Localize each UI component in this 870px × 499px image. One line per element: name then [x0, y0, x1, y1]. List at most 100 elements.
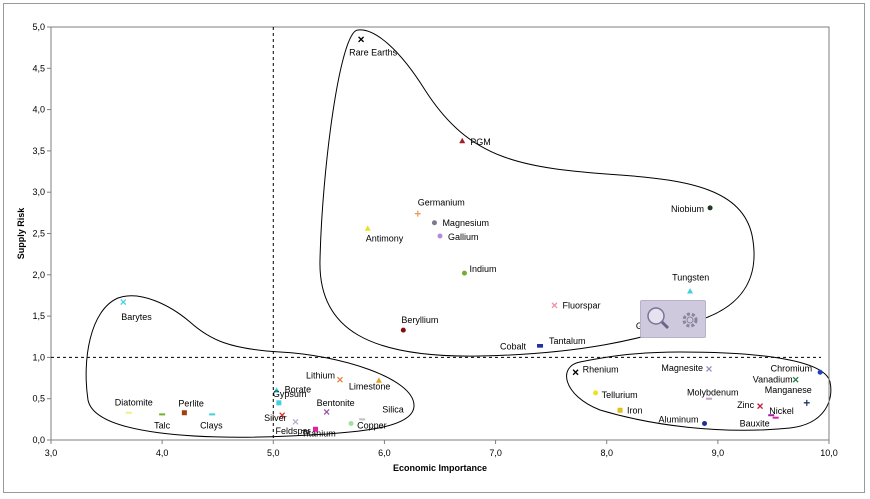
point-copper — [348, 420, 354, 426]
point-vanadium-label: Vanadium — [753, 375, 793, 385]
point-gallium — [437, 233, 443, 239]
point-talc-label: Talc — [154, 420, 171, 430]
point-nickel-label: Nickel — [769, 406, 794, 416]
point-gallium-label: Gallium — [448, 232, 479, 242]
point-germanium — [414, 210, 421, 217]
point-molybdenum-label: Molybdenum — [687, 388, 739, 398]
point-talc — [159, 413, 166, 416]
y-tick-label: 3,0 — [32, 187, 45, 197]
point-indium — [461, 270, 467, 276]
x-tick-label: 9,0 — [712, 448, 725, 458]
x-tick-label: 5,0 — [267, 448, 280, 458]
point-iron-label: Iron — [627, 405, 643, 415]
point-tantalum-label: Tantalum — [549, 336, 586, 346]
point-chromium-label: Chromium — [771, 363, 813, 373]
y-tick-label: 3,5 — [32, 146, 45, 156]
graphics-tool-overlay[interactable] — [640, 300, 706, 338]
x-tick-label: 4,0 — [156, 448, 169, 458]
point-zinc-label: Zinc — [737, 400, 755, 410]
point-borate-label: Borate — [285, 384, 312, 394]
y-tick-label: 1,5 — [32, 311, 45, 321]
point-pgm — [459, 137, 466, 144]
point-borate — [273, 387, 280, 393]
x-tick-label: 10,0 — [820, 448, 838, 458]
point-bentonite — [323, 408, 330, 415]
point-fluorspar — [551, 302, 558, 309]
x-tick-label: 6,0 — [378, 448, 391, 458]
y-tick-label: 1,0 — [32, 352, 45, 362]
point-silica-label: Silica — [382, 404, 404, 414]
point-tellurium — [593, 390, 599, 396]
point-diatomite-label: Diatomite — [115, 398, 153, 408]
point-zinc — [757, 403, 764, 410]
y-tick-label: 4,5 — [32, 63, 45, 73]
point-rare-earths-label: Rare Earths — [349, 47, 398, 57]
point-niobium — [707, 205, 713, 211]
point-lithium — [337, 376, 343, 383]
enclosure-high-risk-group — [319, 29, 755, 357]
point-rhenium-label: Rhenium — [583, 364, 619, 374]
point-bauxite — [772, 416, 779, 419]
point-aluminum — [702, 420, 708, 426]
point-manganese — [803, 399, 810, 406]
point-magnesium-label: Magnesium — [442, 218, 489, 228]
point-clays — [209, 413, 216, 416]
y-tick-label: 2,0 — [32, 270, 45, 280]
x-tick-label: 3,0 — [45, 448, 58, 458]
point-beryllium-label: Beryllium — [401, 315, 438, 325]
magnifier-icon[interactable] — [646, 306, 670, 330]
point-rhenium — [572, 369, 579, 376]
point-tellurium-label: Tellurium — [602, 390, 638, 400]
point-chromium — [817, 369, 823, 375]
point-gypsum-label: Gypsum — [273, 389, 307, 399]
point-germanium-label: Germanium — [418, 198, 465, 208]
point-iron — [617, 407, 623, 413]
gear-icon[interactable] — [679, 309, 701, 331]
point-titanium-label: Titanium — [302, 428, 336, 438]
enclosure-high-importance-group — [566, 351, 832, 431]
point-perlite — [181, 410, 187, 416]
point-magnesium — [431, 220, 437, 226]
point-tungsten-label: Tungsten — [672, 272, 709, 282]
y-tick-label: 0,5 — [32, 394, 45, 404]
point-silver — [279, 412, 286, 419]
point-magnesite — [706, 366, 712, 372]
point-feldspar — [292, 418, 299, 425]
point-limestone — [375, 377, 382, 383]
point-manganese-label: Manganese — [765, 385, 812, 395]
x-axis-title: Economic Importance — [393, 463, 487, 473]
y-tick-label: 4,0 — [32, 105, 45, 115]
enclosure-low-importance-group — [85, 295, 415, 438]
y-tick-label: 0,0 — [32, 435, 45, 445]
point-vanadium — [792, 376, 799, 383]
x-tick-label: 8,0 — [600, 448, 613, 458]
point-beryllium — [400, 327, 406, 333]
point-fluorspar-label: Fluorspar — [562, 300, 600, 310]
point-gypsum — [276, 400, 282, 406]
point-tantalum — [537, 344, 544, 347]
point-lithium-label: Lithium — [306, 371, 335, 381]
point-silver-label: Silver — [264, 413, 287, 423]
point-copper-label: Copper — [357, 420, 387, 430]
point-bentonite-label: Bentonite — [317, 398, 355, 408]
point-limestone-label: Limestone — [349, 382, 391, 392]
y-tick-label: 5,0 — [32, 22, 45, 32]
point-antimony-label: Antimony — [366, 234, 404, 244]
point-silica — [359, 418, 366, 421]
data-points: Rare Earths PGM Germanium Magnesium Gallium A… — [115, 36, 823, 438]
point-bauxite-label: Bauxite — [740, 419, 770, 429]
point-perlite-label: Perlite — [178, 399, 204, 409]
y-axis-title: Supply Risk — [16, 207, 26, 260]
point-indium-label: Indium — [469, 264, 496, 274]
chart-frame — [3, 3, 865, 493]
point-clays-label: Clays — [200, 420, 223, 430]
x-tick-label: 7,0 — [489, 448, 502, 458]
point-tungsten — [687, 288, 694, 294]
point-feldspar-label: Feldspar — [276, 426, 311, 436]
point-aluminum-label: Aluminum — [659, 414, 699, 424]
point-cobalt-label: Cobalt — [500, 342, 527, 352]
point-barytes-label: Barytes — [121, 312, 152, 322]
point-titanium — [313, 426, 319, 432]
point-niobium-label: Niobium — [671, 204, 704, 214]
